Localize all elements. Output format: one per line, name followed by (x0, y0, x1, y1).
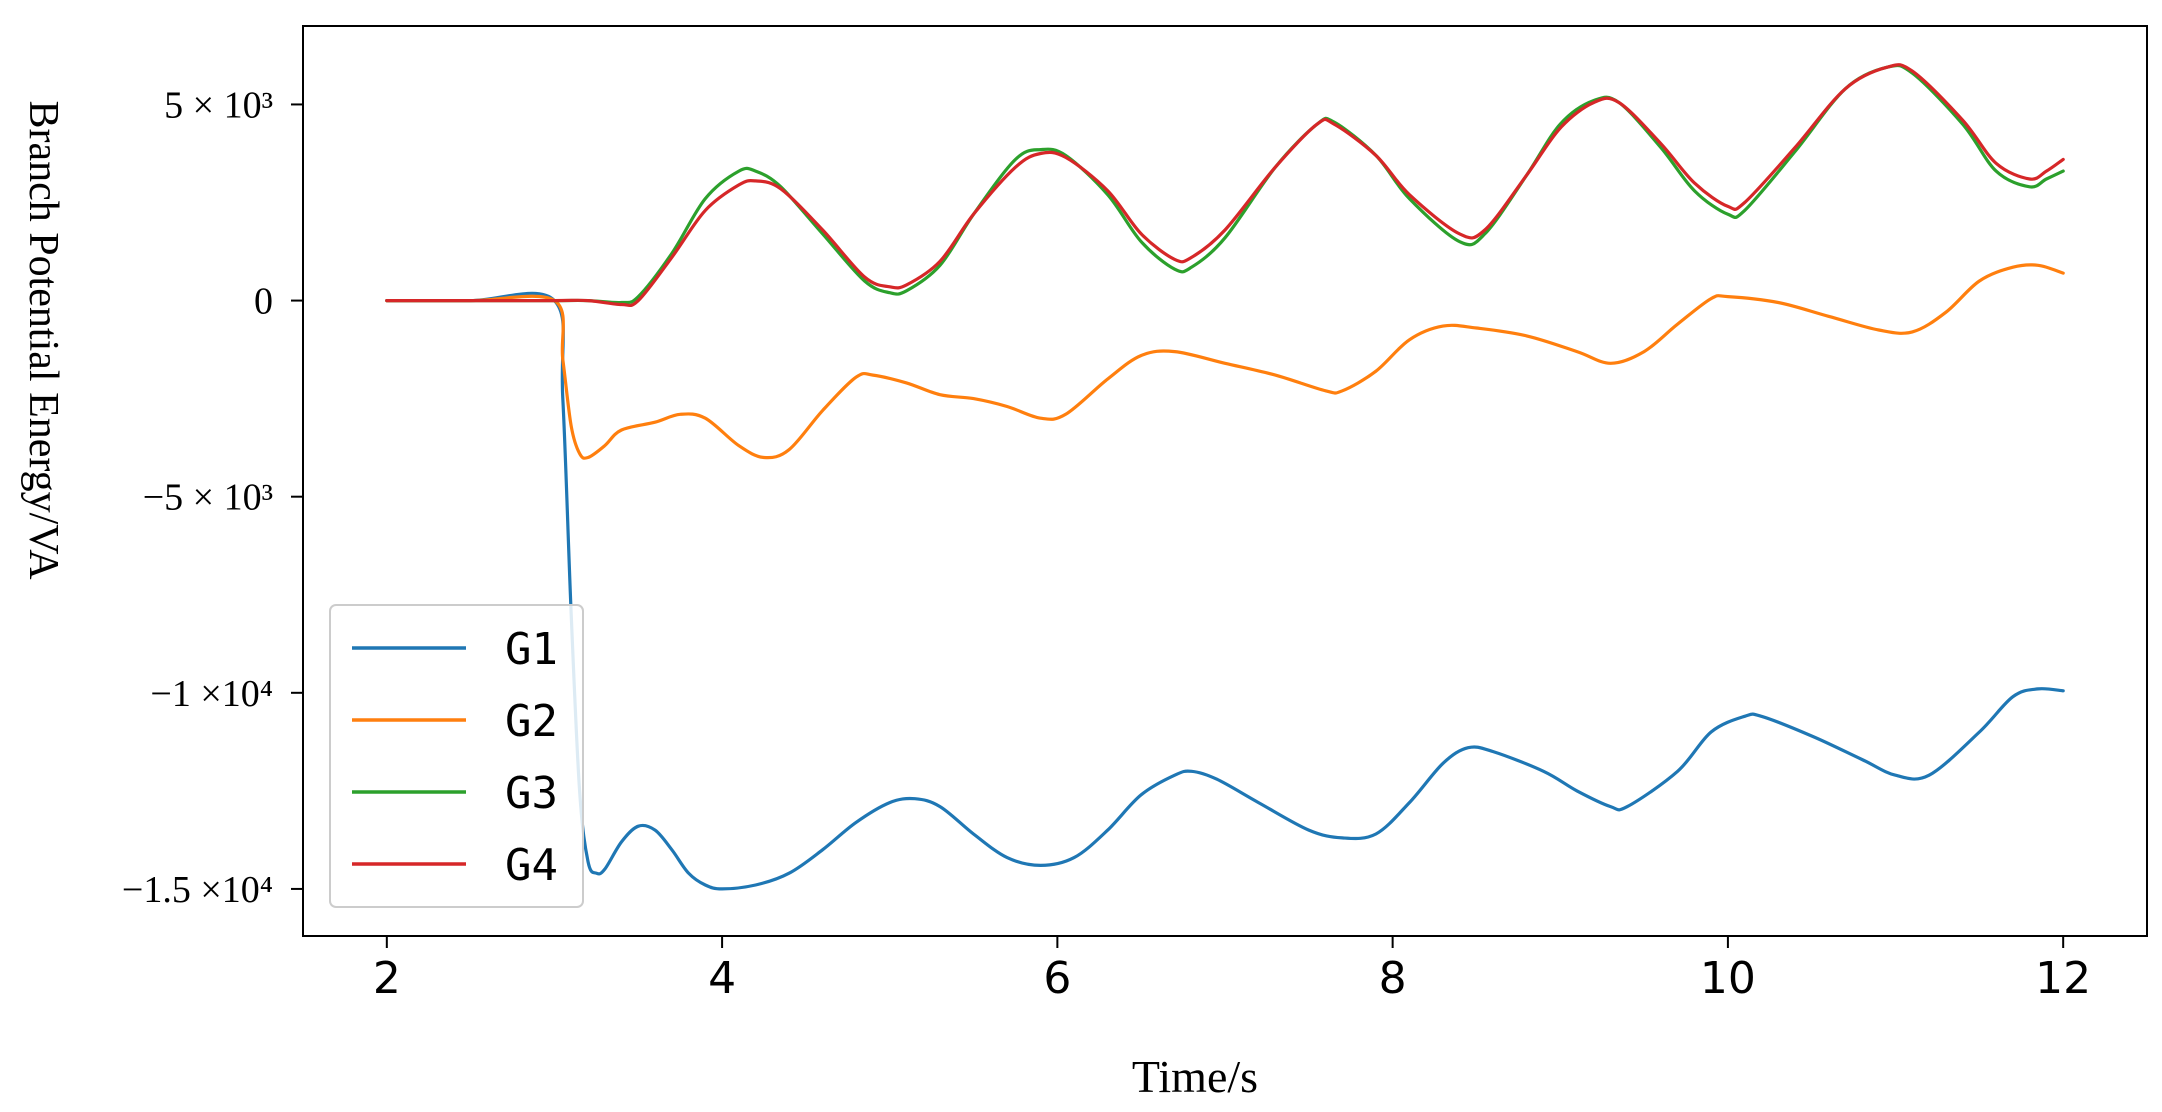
x-tick-label: 6 (1043, 953, 1071, 1004)
legend-label-g4: G4 (505, 840, 558, 891)
x-axis: 2 4 6 8 10 12 (373, 936, 2091, 1004)
y-tick-label: 5 × 10³ (164, 84, 273, 126)
x-tick-label: 10 (1700, 953, 1756, 1004)
series-line-g2 (385, 263, 2065, 460)
x-tick-label: 12 (2035, 953, 2091, 1004)
legend-box (329, 604, 584, 908)
x-tick-label: 2 (373, 953, 401, 1004)
x-axis-label: Time/s (1132, 1051, 1258, 1102)
series-line-g4 (385, 63, 2065, 308)
series-group (385, 63, 2065, 891)
y-axis-label: Branch Potential Energy/VA (20, 100, 66, 580)
y-tick-label: −5 × 10³ (143, 477, 273, 519)
series-line-g1 (385, 291, 2065, 891)
legend-label-g1: G1 (505, 624, 558, 675)
x-tick-label: 4 (708, 953, 736, 1004)
legend-label-g3: G3 (505, 768, 558, 819)
series-line-g3 (385, 63, 2065, 305)
y-tick-label: 0 (254, 281, 273, 323)
legend-label-g2: G2 (505, 696, 558, 747)
y-axis: 5 × 10³ 0 −5 × 10³ −1 ×10⁴ −1.5 ×10⁴ (122, 84, 303, 911)
x-tick-label: 8 (1379, 953, 1407, 1004)
legend: G1 G2 G3 G4 (329, 604, 584, 908)
y-tick-label: −1 ×10⁴ (150, 673, 273, 715)
plot-frame (302, 25, 2148, 937)
y-tick-label: −1.5 ×10⁴ (122, 869, 273, 911)
